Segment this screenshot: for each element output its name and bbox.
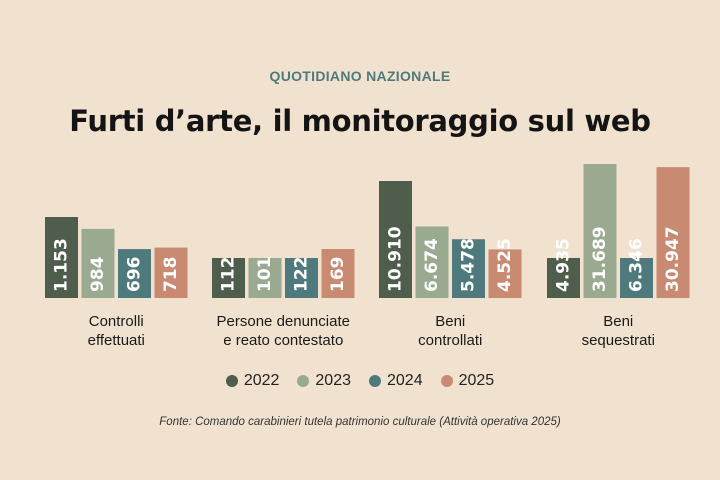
category-label-3-line-1: Beni [435, 313, 465, 330]
data-label-2025-group-3: 4.525 [495, 238, 515, 292]
legend-label-2024: 2024 [387, 372, 423, 389]
data-label-2022-group-4: 4.935 [554, 238, 574, 292]
category-label-4-line-2: sequestrati [582, 332, 655, 349]
data-label-2025-group-2: 169 [328, 257, 348, 293]
legend-item-2023: 2023 [297, 372, 351, 390]
legend-label-2022: 2022 [243, 372, 280, 389]
legend-swatch-2022 [225, 375, 238, 387]
data-label-2022-group-3: 10.910 [386, 226, 406, 292]
bar-2023-group-4 [583, 164, 617, 298]
legend-swatch-2025 [440, 375, 453, 387]
bar-2024-group-2 [285, 258, 318, 298]
bar-2022-group-2 [212, 258, 245, 298]
category-label-3-line-2: controllati [418, 332, 482, 349]
data-label-2023-group-3: 6.674 [422, 238, 442, 292]
legend-label-2023: 2023 [315, 372, 351, 389]
data-label-2024-group-4: 6.346 [627, 238, 647, 292]
bar-2025-group-2 [321, 249, 355, 298]
data-label-2023-group-2: 101 [255, 257, 275, 293]
footnote: Fonte: Comando carabinieri tutela patrim… [159, 416, 561, 428]
bar-2025-group-4 [656, 167, 690, 298]
bar-2025-group-1 [154, 247, 188, 298]
legend-item-2025: 2025 [440, 372, 495, 390]
source-label: QUOTIDIANO NAZIONALE [269, 68, 451, 84]
bar-2022-group-3 [379, 181, 412, 298]
data-label-2022-group-2: 112 [219, 257, 239, 293]
chart-title: Furti d’arte, il monitoraggio sul web [69, 104, 651, 138]
data-label-2024-group-3: 5.478 [459, 238, 479, 292]
bar-2024-group-3 [452, 239, 485, 298]
data-label-2023-group-4: 31.689 [590, 226, 610, 292]
legend-item-2024: 2024 [369, 372, 423, 390]
legend-label-2025: 2025 [458, 372, 495, 389]
bar-2023-group-1 [81, 228, 115, 298]
data-label-2025-group-1: 718 [161, 257, 181, 293]
data-label-2022-group-1: 1.153 [52, 238, 72, 292]
legend-item-2022: 2022 [225, 372, 280, 390]
category-label-4-line-1: Beni [603, 313, 633, 330]
data-label-2024-group-1: 696 [125, 257, 145, 293]
category-label-2-line-1: Persone denunciate [217, 313, 350, 330]
legend-swatch-2024 [369, 375, 381, 387]
bar-2022-group-1 [45, 217, 78, 298]
category-label-1-line-2: effettuati [88, 332, 145, 349]
data-label-2023-group-1: 984 [88, 256, 108, 292]
bar-2025-group-3 [488, 249, 522, 298]
data-label-2025-group-4: 30.947 [663, 226, 683, 292]
bar-2024-group-4 [620, 258, 653, 298]
bar-2023-group-2 [248, 258, 282, 298]
legend: 2022 2023 2024 2025 [0, 372, 720, 390]
category-label-1-line-1: Controlli [89, 313, 144, 330]
legend-swatch-2023 [297, 375, 310, 387]
data-label-2024-group-2: 122 [292, 257, 312, 293]
category-label-2-line-2: e reato contestato [223, 332, 343, 349]
bar-2024-group-1 [118, 249, 151, 298]
bar-2022-group-4 [547, 258, 580, 298]
bar-2023-group-3 [415, 226, 449, 298]
